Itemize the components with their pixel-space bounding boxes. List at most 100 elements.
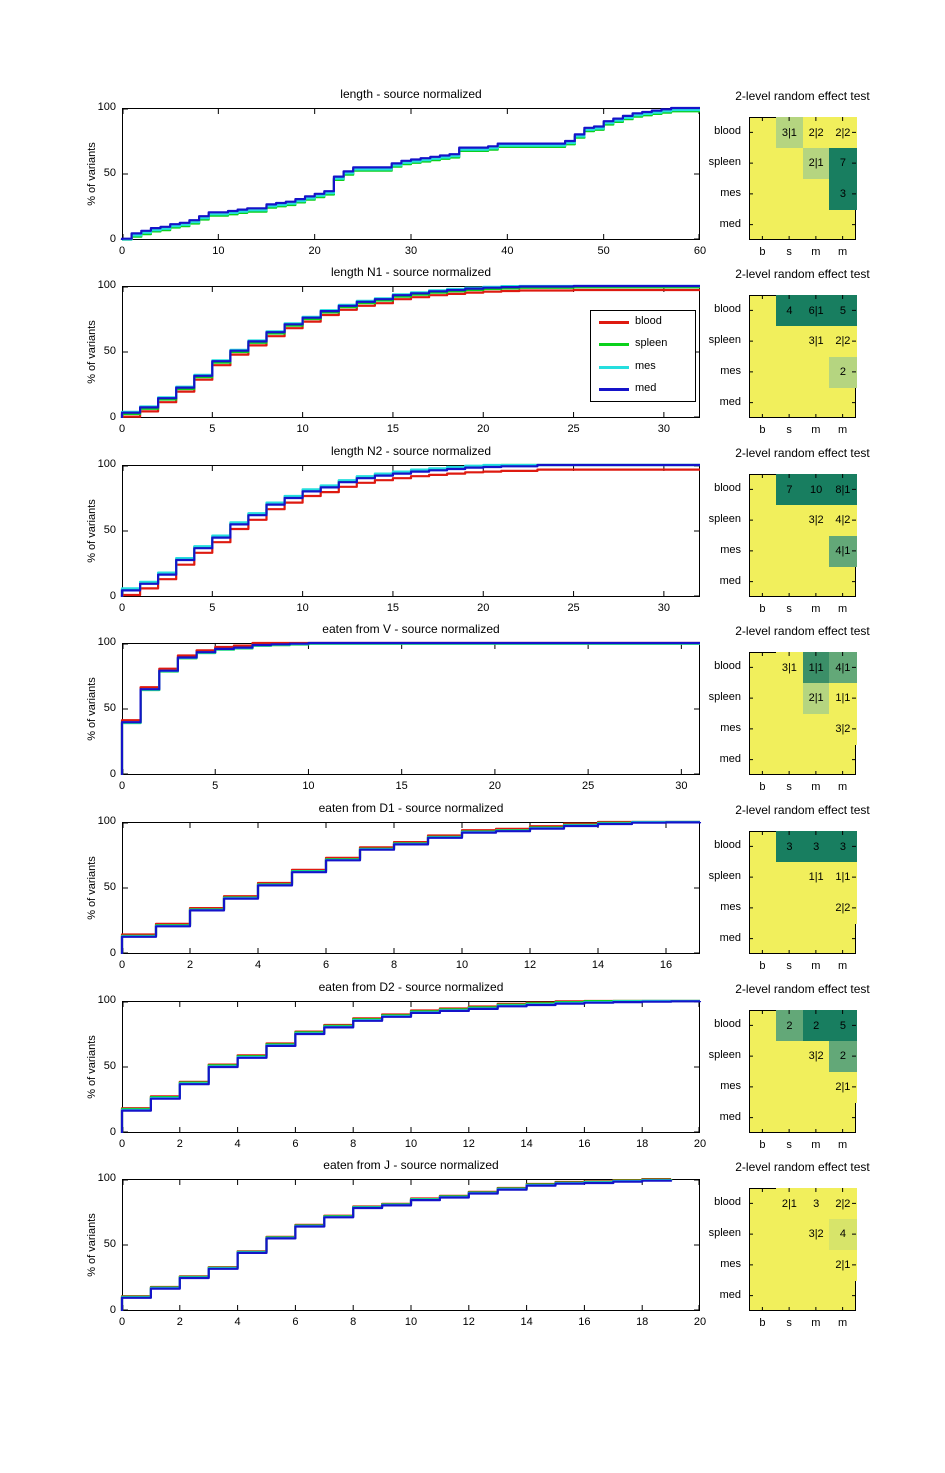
- heatmap-cell-value: 3: [786, 840, 793, 853]
- heatmap-cell: 3|2: [802, 504, 830, 536]
- heatmap-cell: 3: [829, 831, 857, 863]
- heatmap-col-label: m: [811, 960, 821, 972]
- x-tick-label: 10: [455, 959, 469, 971]
- heatmap-cell: 2|1: [829, 1249, 857, 1281]
- y-tick-label: 100: [97, 1172, 116, 1184]
- heatmap-title: 2-level random effect test: [735, 803, 870, 817]
- x-tick-label: 14: [591, 959, 605, 971]
- heatmap-cell: 2|1: [775, 1188, 803, 1220]
- heatmap-cell: 2: [829, 356, 857, 388]
- heatmap-row-label: med: [719, 217, 741, 230]
- heatmap-row-label: mes: [720, 186, 741, 199]
- heatmap-cell: 2: [829, 1040, 857, 1072]
- heatmap-cell: 3: [802, 831, 830, 863]
- x-tick-label: 30: [657, 423, 670, 435]
- cdf-line-med: [120, 1179, 673, 1311]
- x-tick-label: 20: [477, 602, 490, 614]
- x-tick-label: 0: [118, 959, 126, 971]
- heatmap-col-label: m: [838, 960, 848, 972]
- heatmap-row-label: spleen: [708, 513, 741, 526]
- x-tick-label: 0: [118, 1316, 126, 1328]
- cdf-line-spleen: [120, 286, 700, 418]
- heatmap-cell-value: 2|2: [835, 902, 851, 915]
- heatmap-row-label: mes: [720, 900, 741, 913]
- heatmap-row-label: spleen: [708, 1049, 741, 1062]
- heatmap-cell-value: 2|1: [835, 1259, 851, 1272]
- plot-title: length N2 - source normalized: [330, 444, 492, 458]
- heatmap-cell-value: 3: [813, 840, 820, 853]
- y-tick-label: 50: [103, 1238, 116, 1250]
- plot-title: eaten from V - source normalized: [322, 622, 500, 636]
- heatmap-cell: 3: [829, 178, 857, 210]
- heatmap-cell-value: 4|2: [835, 514, 851, 527]
- heatmap-col-label: m: [838, 246, 848, 258]
- heatmap-ticks-3: [749, 474, 856, 597]
- cdf-line-blood: [120, 1178, 673, 1311]
- x-tick-label: 5: [209, 423, 216, 435]
- legend-swatch-blood: [599, 320, 629, 324]
- heatmap-col-label: b: [759, 603, 766, 615]
- heatmap-cell-value: 7: [839, 157, 846, 170]
- heatmap-row-label: med: [719, 1110, 741, 1123]
- x-tick-label: 30: [657, 602, 670, 614]
- y-tick-label: 100: [97, 636, 116, 648]
- heatmap-row-label: spleen: [708, 1227, 741, 1240]
- heatmap-col-label: s: [786, 1317, 792, 1329]
- heatmap-col-label: b: [759, 1139, 766, 1151]
- heatmap-title: 2-level random effect test: [735, 1160, 870, 1174]
- x-tick-label: 15: [386, 423, 400, 435]
- heatmap-row-label: med: [719, 395, 741, 408]
- legend-swatch-mes: [599, 365, 629, 369]
- cdf-plot-5: [120, 820, 702, 954]
- heatmap-cell: 3|1: [802, 325, 830, 357]
- legend: blood spleen mes med: [590, 310, 696, 402]
- heatmap-cell: 1|1: [802, 652, 830, 684]
- heatmap-cell: 4|2: [829, 504, 857, 536]
- heatmap-col-label: s: [786, 960, 792, 972]
- heatmap-row-label: blood: [714, 1196, 741, 1209]
- heatmap-cell-value: 6|1: [808, 304, 824, 317]
- x-tick-label: 5: [209, 602, 216, 614]
- y-tick-label: 50: [103, 881, 116, 893]
- y-tick-label: 50: [103, 524, 116, 536]
- heatmap-row-label: med: [719, 574, 741, 587]
- heatmap-cell-value: 2|1: [835, 1081, 851, 1094]
- axis-box: [122, 465, 700, 597]
- legend-label: blood: [635, 314, 662, 327]
- y-tick-label: 0: [109, 411, 116, 423]
- legend-swatch-med: [599, 388, 629, 392]
- y-tick-label: 100: [97, 994, 116, 1006]
- cdf-line-blood: [120, 641, 700, 775]
- heatmap-cell-value: 2|2: [835, 335, 851, 348]
- axis-box: [122, 822, 700, 954]
- x-tick-label: 16: [578, 1316, 591, 1328]
- heatmap-cell-value: 3|1: [781, 126, 797, 139]
- x-tick-label: 4: [234, 1316, 241, 1328]
- heatmap-col-label: b: [759, 424, 766, 436]
- heatmap-col-label: b: [759, 1317, 766, 1329]
- x-tick-label: 4: [254, 959, 262, 971]
- cdf-line-blood: [120, 820, 700, 954]
- heatmap-cell-value: 3|1: [781, 661, 797, 674]
- heatmap-3: 7 10 8|1 3|2 4|2 4|1: [749, 474, 857, 597]
- heatmap-row-label: blood: [714, 660, 741, 673]
- cdf-plot-3: [120, 463, 700, 597]
- x-tick-label: 50: [597, 245, 610, 257]
- x-tick-label: 10: [296, 602, 309, 614]
- plot-title: eaten from D1 - source normalized: [318, 801, 504, 815]
- heatmap-cell-value: 2|1: [808, 692, 824, 705]
- heatmap-cell-value: 4|1: [835, 661, 851, 674]
- y-tick-label: 50: [103, 345, 116, 357]
- heatmap-cell-value: 3|2: [835, 723, 851, 736]
- heatmap-row-label: mes: [720, 1257, 741, 1270]
- y-axis-label: % of variants: [86, 856, 98, 920]
- heatmap-title: 2-level random effect test: [735, 446, 870, 460]
- x-tick-label: 4: [234, 1138, 241, 1150]
- x-tick-label: 20: [308, 245, 321, 257]
- heatmap-cell-value: 4|1: [835, 545, 851, 558]
- heatmap-cell-value: 8|1: [835, 483, 851, 496]
- y-axis-label: % of variants: [86, 1035, 98, 1099]
- heatmap-row-label: med: [719, 931, 741, 944]
- x-tick-label: 10: [296, 423, 309, 435]
- y-tick-label: 100: [97, 279, 116, 291]
